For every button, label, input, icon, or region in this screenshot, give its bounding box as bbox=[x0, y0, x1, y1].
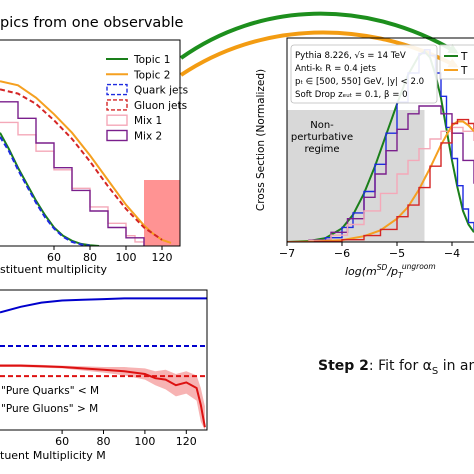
header-text: pics from one observable bbox=[0, 15, 184, 31]
legend-swatch bbox=[106, 99, 128, 111]
green-arrow bbox=[179, 11, 459, 60]
right-frame bbox=[286, 37, 474, 243]
legend-swatch bbox=[106, 114, 128, 126]
info-box-frame bbox=[290, 44, 438, 104]
uncertainty-band bbox=[0, 364, 205, 430]
legend-label: T bbox=[460, 65, 468, 77]
right-tick-label: −4 bbox=[444, 247, 460, 260]
nonperturbative-region bbox=[287, 110, 425, 242]
series-0-pure-quarks bbox=[0, 297, 207, 314]
legend-label: Mix 2 bbox=[134, 131, 162, 143]
region-label-line: Non- bbox=[310, 120, 334, 131]
top-left-tick-label: 120 bbox=[152, 251, 173, 264]
right-ylabel: Cross Section (Normalized) bbox=[255, 69, 267, 211]
series-3-gluon-jets bbox=[0, 88, 163, 241]
legend-swatch bbox=[106, 129, 128, 142]
right-plot: −7 −6 −5 −4 Cross Section (Normalized) log(… bbox=[255, 37, 474, 280]
series-5-mix-2 bbox=[0, 101, 145, 246]
series-5-gluon bbox=[287, 118, 474, 242]
legend-label: Quark jets bbox=[134, 85, 188, 97]
legend-swatch bbox=[106, 83, 128, 96]
legend-label: "Pure Gluons" > M bbox=[1, 403, 98, 415]
top-left-plot: 60 80 100 120 stituent multiplicity Topic 1… bbox=[0, 39, 188, 276]
legend-frame bbox=[439, 44, 474, 80]
right-legend: TT bbox=[439, 44, 474, 80]
bottom-left-tick-label: 80 bbox=[97, 435, 111, 448]
right-tick-label: −5 bbox=[389, 247, 405, 260]
top-left-xlabel: stituent multiplicity bbox=[0, 263, 108, 276]
top-left-tick-label: 100 bbox=[116, 251, 137, 264]
region-label-line: perturbative bbox=[291, 132, 353, 143]
legend-label: "Pure Quarks" < M bbox=[1, 385, 99, 397]
top-left-legend: Topic 1 Topic 2 Quark jets Gluon jets Mix 1 M… bbox=[106, 54, 188, 143]
info-box: Pythia 8.226, √s = 14 TeV Anti-kₜ R = 0.4… bbox=[290, 44, 438, 104]
series-0-topic-1 bbox=[0, 132, 100, 246]
right-xlabel: log(mSD/pTungroom bbox=[345, 262, 436, 280]
legend-label: Mix 1 bbox=[134, 115, 162, 127]
top-left-tick-label: 80 bbox=[83, 251, 97, 264]
legend-label: T bbox=[460, 51, 468, 63]
cut-region bbox=[144, 180, 180, 246]
bottom-left-tick-label: 60 bbox=[55, 435, 69, 448]
bottom-left-tick-label: 120 bbox=[176, 435, 197, 448]
series-2-quark-jets bbox=[0, 136, 91, 246]
right-tick-label: −6 bbox=[334, 247, 350, 260]
right-tick-label: −7 bbox=[279, 247, 295, 260]
step2-caption: Step 2: Fit for αS in an bbox=[318, 358, 474, 377]
legend-label: Gluon jets bbox=[134, 100, 187, 112]
info-line: pₜ ∈ [500, 550] GeV, |y| < 2.0 bbox=[295, 77, 424, 87]
bottom-left-xlabel: tuent Multiplicity M bbox=[0, 449, 106, 462]
bottom-left-plot: 60 80 100 120 tuent Multiplicity M "Pure Qu… bbox=[0, 289, 208, 462]
legend-label: Topic 2 bbox=[133, 69, 170, 81]
region-label-line: regime bbox=[304, 144, 339, 155]
bottom-left-tick-label: 100 bbox=[134, 435, 155, 448]
series-2-pure-gluons bbox=[0, 364, 206, 428]
legend-label: Topic 1 bbox=[133, 54, 170, 66]
info-line: Pythia 8.226, √s = 14 TeV bbox=[295, 51, 406, 61]
bottom-left-legend: "Pure Quarks" < M "Pure Gluons" > M bbox=[1, 385, 99, 415]
info-line: Anti-kₜ R = 0.4 jets bbox=[295, 64, 377, 74]
info-line: Soft Drop zₑᵤₜ = 0.1, β = 0 bbox=[295, 90, 408, 100]
top-left-tick-label: 60 bbox=[47, 251, 61, 264]
